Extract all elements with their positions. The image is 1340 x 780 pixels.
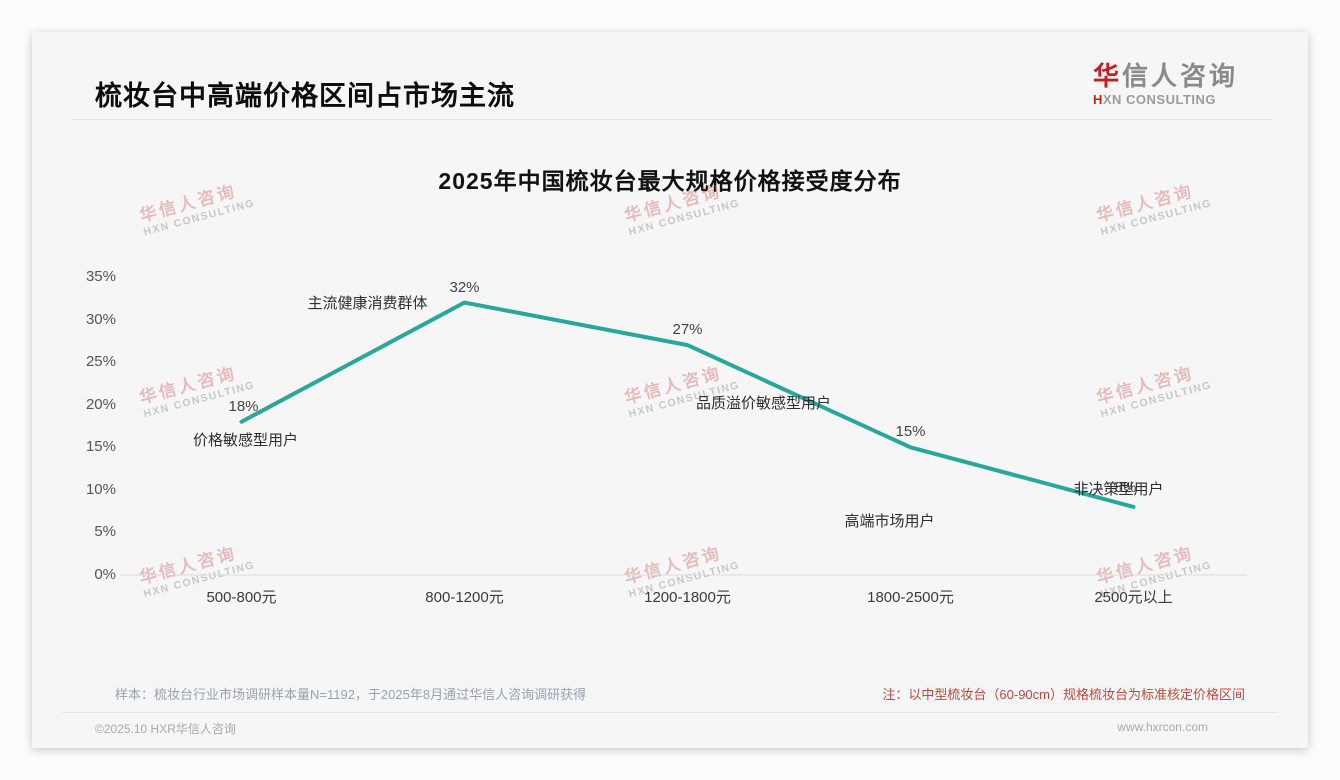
watermark-layer: 华信人咨询 HXN CONSULTING 华信人咨询 HXN CONSULTING 华信… xyxy=(32,32,1308,748)
report-card: 梳妆台中高端价格区间占市场主流 华信人咨询 HXN CONSULTING 202… xyxy=(32,32,1308,748)
price-note: 注：以中型梳妆台（60-90cm）规格梳妆台为标准核定价格区间 xyxy=(882,687,1245,702)
watermark-cn-text: 华信人咨询 xyxy=(622,363,725,408)
y-tick-label: 25% xyxy=(85,353,116,371)
watermark-cn-text: 华信人咨询 xyxy=(137,363,240,408)
watermark-en-text: HXN CONSULTING xyxy=(142,379,257,421)
x-tick-label: 1200-1800元 xyxy=(644,589,731,606)
x-tick-label: 800-1200元 xyxy=(425,589,504,606)
point-annotation: 非决策型用户 xyxy=(1073,480,1164,498)
point-annotation: 品质溢价敏感型用户 xyxy=(695,395,831,413)
y-tick-label: 5% xyxy=(94,523,116,541)
trend-line xyxy=(239,300,1136,509)
website-url: www.hxrcon.com xyxy=(1117,720,1208,734)
footer-divider xyxy=(62,712,1278,713)
brand-logo-cn: 华信人咨询 xyxy=(1093,62,1238,91)
watermark-en-text: HXN CONSULTING xyxy=(1099,379,1214,421)
page-title: 梳妆台中高端价格区间占市场主流 xyxy=(95,81,515,111)
header-divider xyxy=(72,119,1272,120)
brand-watermark: 华信人咨询 HXN CONSULTING xyxy=(608,359,742,426)
y-tick-label: 15% xyxy=(85,438,116,456)
watermark-cn-text: 华信人咨询 xyxy=(137,543,240,588)
x-tick-label: 1800-2500元 xyxy=(867,589,954,606)
brand-watermark: 华信人咨询 HXN CONSULTING xyxy=(123,359,257,426)
y-tick-label: 0% xyxy=(94,566,116,583)
brand-watermark: 华信人咨询 HXN CONSULTING xyxy=(123,539,257,606)
brand-watermark: 华信人咨询 HXN CONSULTING xyxy=(1080,539,1214,606)
watermark-cn-text: 华信人咨询 xyxy=(1094,363,1197,408)
watermark-en-text: HXN CONSULTING xyxy=(627,379,742,421)
brand-logo-cn-accent: 华 xyxy=(1092,61,1122,91)
brand-logo-en-accent: H xyxy=(1092,91,1103,107)
watermark-cn-text: 华信人咨询 xyxy=(622,543,725,588)
brand-logo-en-rest: XN CONSULTING xyxy=(1102,91,1217,107)
watermark-en-text: HXN CONSULTING xyxy=(1099,559,1214,601)
point-annotation: 高端市场用户 xyxy=(844,513,935,531)
sample-note: 样本：梳妆台行业市场调研样本量N=1192，于2025年8月通过华信人咨询调研获… xyxy=(115,687,587,702)
watermark-cn-text: 华信人咨询 xyxy=(1094,543,1197,588)
brand-logo-cn-rest: 信人咨询 xyxy=(1121,61,1238,91)
chart-canvas xyxy=(120,300,1247,576)
watermark-en-text: HXN CONSULTING xyxy=(142,559,257,601)
x-tick-label: 2500元以上 xyxy=(1094,589,1173,606)
brand-logo: 华信人咨询 HXN CONSULTING xyxy=(1093,62,1238,107)
brand-logo-en: HXN CONSULTING xyxy=(1092,91,1238,107)
y-tick-label: 30% xyxy=(85,310,116,328)
brand-watermark: 华信人咨询 HXN CONSULTING xyxy=(608,539,742,606)
line-chart: 0% 5% 10% 15% 20% 25% 30% 35% 500-800元 800-1200元 1… xyxy=(32,32,1308,748)
value-label: 15% xyxy=(895,423,926,441)
y-tick-label: 35% xyxy=(85,268,116,285)
value-label: 32% xyxy=(449,278,480,296)
y-tick-label: 20% xyxy=(85,395,116,413)
value-label: 27% xyxy=(672,321,703,339)
value-label: 18% xyxy=(228,397,259,415)
point-annotation: 主流健康消费群体 xyxy=(307,294,428,312)
point-annotation: 价格敏感型用户 xyxy=(192,431,298,449)
brand-watermark: 华信人咨询 HXN CONSULTING xyxy=(1080,359,1214,426)
watermark-en-text: HXN CONSULTING xyxy=(627,559,742,601)
value-label: 8% xyxy=(1114,478,1137,496)
watermark-en-text: HXN CONSULTING xyxy=(627,197,742,239)
chart-title: 2025年中国梳妆台最大规格价格接受度分布 xyxy=(438,168,902,194)
x-tick-label: 500-800元 xyxy=(206,589,277,606)
copyright-text: ©2025.10 HXR华信人咨询 xyxy=(95,722,236,736)
y-tick-label: 10% xyxy=(85,480,116,498)
watermark-en-text: HXN CONSULTING xyxy=(142,197,257,239)
watermark-en-text: HXN CONSULTING xyxy=(1099,197,1214,239)
